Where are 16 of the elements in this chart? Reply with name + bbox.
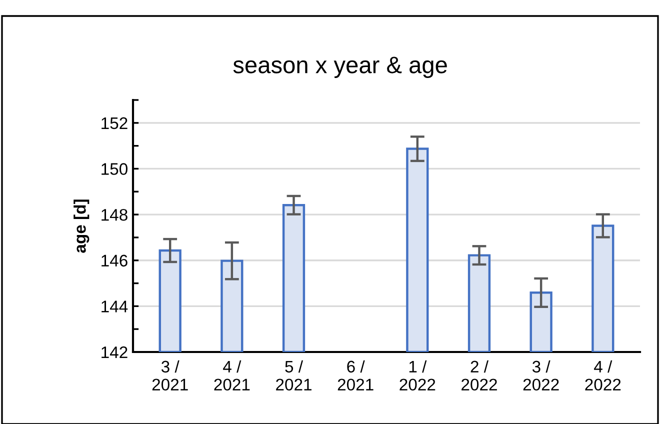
x-tick-label: 4 / 2021 (214, 360, 250, 391)
x-tick-label: 4 / 2022 (585, 360, 621, 391)
x-tick-label: 3 / 2022 (523, 360, 559, 391)
chart-title: season x year & age (233, 56, 447, 78)
x-tick-label: 3 / 2021 (152, 360, 188, 391)
y-tick-label: 146 (102, 254, 128, 267)
x-tick-label: 5 / 2021 (276, 360, 312, 391)
y-tick-label: 152 (102, 117, 128, 130)
y-tick-label: 150 (102, 163, 128, 175)
y-axis-title: age [d] (74, 200, 90, 253)
y-tick-label: 144 (102, 300, 128, 312)
x-tick-label: 6 / 2021 (338, 360, 374, 391)
x-tick-label: 2 / 2022 (462, 360, 497, 391)
y-tick-label: 142 (102, 346, 128, 358)
x-tick-label: 1 / 2022 (400, 360, 436, 391)
y-tick-label: 148 (102, 208, 128, 221)
